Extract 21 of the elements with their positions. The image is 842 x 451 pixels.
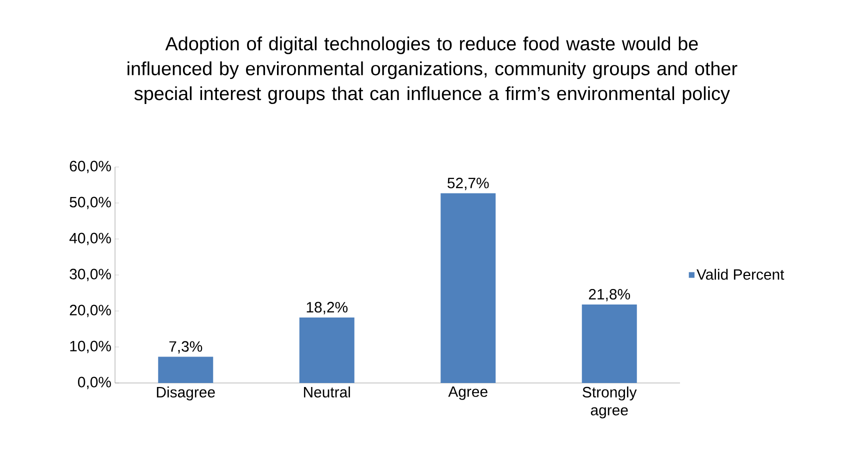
y-tick-label: 50,0% [70, 196, 111, 210]
legend-label: Valid Percent [696, 268, 784, 280]
data-label: 21,8% [588, 288, 630, 302]
bar [158, 356, 214, 383]
bar [299, 317, 354, 383]
data-label: 7,3% [169, 341, 202, 354]
bar [582, 304, 637, 383]
chart-title: Adoption of digital technologies to reduce food waste would be influenced by environmental organizations, community groups and other special interest groups that can influence a firm’s environmental policy [128, 36, 738, 104]
x-tick-label: Neutral [304, 386, 350, 398]
y-tick-label: 30,0% [70, 268, 111, 282]
data-label: 18,2% [306, 302, 348, 314]
x-tick-label: Agree [448, 386, 488, 400]
y-tick-label: 20,0% [70, 304, 111, 318]
y-tick-label: 0,0% [78, 376, 111, 390]
x-tick-label: Strongly agree [582, 386, 637, 418]
y-tick-label: 60,0% [70, 160, 111, 174]
data-label: 52,7% [448, 178, 489, 190]
y-tick-label: 40,0% [69, 232, 111, 246]
y-tick-label: 10,0% [70, 340, 111, 354]
bar [440, 193, 496, 383]
x-tick-label: Disagree [156, 386, 215, 400]
